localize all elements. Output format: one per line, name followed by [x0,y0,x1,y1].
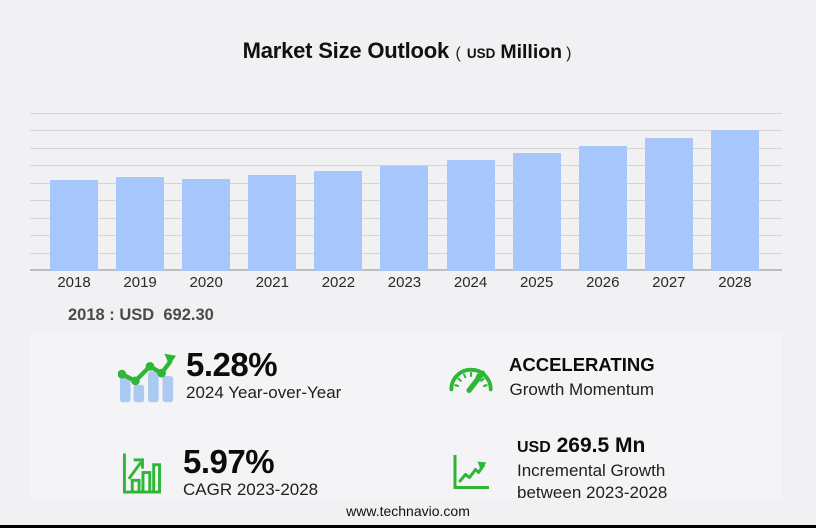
bar-2022 [314,170,363,271]
x-tick-2020: 2020 [189,274,223,291]
momentum-label: Growth Momentum [509,380,655,399]
title-currency: USD [466,46,496,61]
website-link[interactable]: www.technavio.com [346,503,470,519]
incremental-currency: USD [517,439,551,456]
bar-2019 [116,176,165,271]
x-tick-2025: 2025 [519,274,554,291]
x-tick-2023: 2023 [387,274,422,291]
stat-growth-momentum: ACCELERATING Growth Momentum [447,352,655,402]
bar-2024 [446,160,495,271]
market-size-bar-chart [30,113,782,271]
bar-2018 [50,179,98,271]
cagr-label: CAGR 2023-2028 [183,480,319,499]
title-paren-open: ( [455,45,461,62]
incremental-value: USD 269.5 Mn [517,434,667,460]
x-tick-2028: 2028 [718,274,752,291]
speedometer-icon [447,353,495,402]
line-graph-icon [452,453,490,504]
x-tick-2021: 2021 [255,274,289,291]
bar-2026 [578,146,627,271]
title-paren-close: ) [566,45,572,62]
yoy-value: 5.28% [186,346,278,383]
base-year-annotation: 2018 : USD 692.30 [68,306,214,324]
incremental-label-line1: Incremental Growth [517,461,666,480]
x-tick-2026: 2026 [586,274,620,291]
gridline [30,147,782,149]
x-tick-2019: 2019 [123,274,157,291]
incremental-amount: 269.5 Mn [556,434,646,457]
stats-panel: 5.28% 2024 Year-over-Year [30,332,782,502]
title-text: Market Size Outlook [242,38,450,63]
x-tick-2022: 2022 [321,274,356,291]
bar-2021 [248,174,297,271]
bar-2028 [710,130,759,271]
gridline [30,113,782,114]
stat-year-over-year: 5.28% 2024 Year-over-Year [117,346,342,408]
bottom-border [0,525,816,528]
stat-cagr: 5.97% CAGR 2023-2028 [122,444,318,502]
cagr-value: 5.97% [183,443,275,480]
bar-2023 [380,165,429,271]
growth-bars-icon [122,451,161,502]
yoy-label: 2024 Year-over-Year [186,383,342,402]
x-tick-2027: 2027 [652,274,686,291]
chart-bars [30,113,782,271]
bar-2027 [644,138,693,271]
stat-incremental-growth: USD 269.5 Mn Incremental Growth between … [452,434,667,504]
page-title: Market Size Outlook ( USD Million) [0,38,816,64]
x-tick-2024: 2024 [453,274,488,291]
gridline [30,130,782,132]
x-tick-2018: 2018 [57,274,91,291]
title-unit: Million [500,41,563,63]
momentum-value: ACCELERATING [509,354,655,375]
bar-chart-trend-icon [117,353,178,408]
bar-2025 [512,153,561,271]
bar-2020 [182,178,231,271]
incremental-label-line2: between 2023-2028 [517,483,668,502]
x-axis-labels: 2018 2019 2020 2021 2022 2023 2024 2025 2026 2027… [30,274,782,291]
